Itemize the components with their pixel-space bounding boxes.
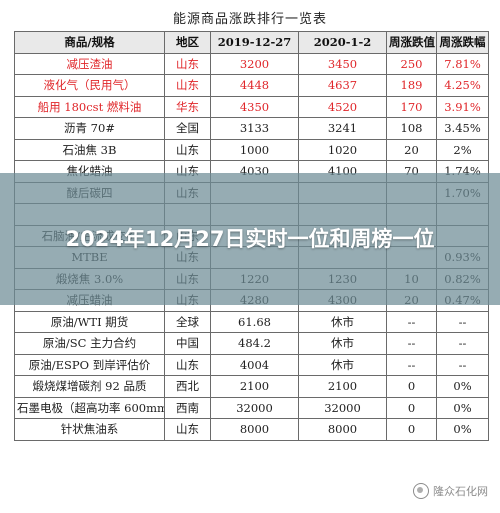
- cell-value-1: 8000: [210, 418, 299, 441]
- cell-change: 189: [386, 74, 437, 97]
- cell-value-2: 8000: [298, 418, 387, 441]
- cell-region: 山东: [164, 418, 211, 441]
- table-row: 液化气（民用气） 山东 4448 4637 189 4.25%: [14, 74, 489, 97]
- cell-region: 山东: [164, 138, 211, 161]
- cell-change: 250: [386, 52, 437, 75]
- header-product: 商品/规格: [14, 31, 165, 54]
- cell-change: --: [386, 353, 437, 376]
- cell-region: 山东: [164, 52, 211, 75]
- cell-change: 0: [386, 375, 437, 398]
- cell-product: 液化气（民用气）: [14, 74, 165, 97]
- cell-value-2: 3450: [298, 52, 387, 75]
- cell-region: 华东: [164, 95, 211, 118]
- cell-change: 108: [386, 117, 437, 140]
- cell-percent: 4.25%: [436, 74, 489, 97]
- table-row: 针状焦油系 山东 8000 8000 0 0%: [14, 418, 489, 441]
- cell-value-1: 4350: [210, 95, 299, 118]
- cell-value-1: 4448: [210, 74, 299, 97]
- table-row: 船用 180cst 燃料油 华东 4350 4520 170 3.91%: [14, 95, 489, 118]
- cell-value-2: 3241: [298, 117, 387, 140]
- cell-percent: --: [436, 310, 489, 333]
- cell-value-1: 4004: [210, 353, 299, 376]
- wechat-icon: [413, 483, 429, 499]
- cell-value-1: 3133: [210, 117, 299, 140]
- cell-value-1: 1000: [210, 138, 299, 161]
- cell-percent: 3.91%: [436, 95, 489, 118]
- cell-product: 沥青 70#: [14, 117, 165, 140]
- cell-percent: --: [436, 353, 489, 376]
- overlay-banner: 2024年12月27日实时一位和周榜一位: [0, 173, 500, 305]
- table-row: 原油/WTI 期货 全球 61.68 休市 -- --: [14, 310, 489, 333]
- cell-region: 全国: [164, 117, 211, 140]
- cell-product: 石墨电极（超高功率 600mm）: [14, 396, 165, 419]
- cell-product: 船用 180cst 燃料油: [14, 95, 165, 118]
- cell-change: 0: [386, 418, 437, 441]
- cell-region: 西北: [164, 375, 211, 398]
- table-row: 原油/SC 主力合约 中国 484.2 休市 -- --: [14, 332, 489, 355]
- cell-value-2: 休市: [298, 332, 387, 355]
- cell-value-2: 32000: [298, 396, 387, 419]
- cell-percent: 2%: [436, 138, 489, 161]
- cell-percent: 0%: [436, 375, 489, 398]
- cell-value-1: 32000: [210, 396, 299, 419]
- cell-value-2: 休市: [298, 310, 387, 333]
- cell-value-1: 484.2: [210, 332, 299, 355]
- table-row: 石油焦 3B 山东 1000 1020 20 2%: [14, 138, 489, 161]
- cell-change: --: [386, 310, 437, 333]
- cell-percent: --: [436, 332, 489, 355]
- cell-change: 170: [386, 95, 437, 118]
- cell-region: 西南: [164, 396, 211, 419]
- cell-region: 山东: [164, 74, 211, 97]
- watermark: 隆众石化网: [413, 483, 488, 499]
- table-title: 能源商品涨跌排行一览表: [172, 12, 327, 27]
- cell-value-1: 3200: [210, 52, 299, 75]
- cell-change: 20: [386, 138, 437, 161]
- cell-change: --: [386, 332, 437, 355]
- header-date-1: 2019-12-27: [210, 31, 299, 54]
- cell-product: 石油焦 3B: [14, 138, 165, 161]
- cell-region: 山东: [164, 353, 211, 376]
- table-row: 石墨电极（超高功率 600mm） 西南 32000 32000 0 0%: [14, 396, 489, 419]
- cell-change: 0: [386, 396, 437, 419]
- cell-value-1: 2100: [210, 375, 299, 398]
- cell-value-2: 4520: [298, 95, 387, 118]
- cell-percent: 0%: [436, 396, 489, 419]
- cell-region: 中国: [164, 332, 211, 355]
- table-row: 减压渣油 山东 3200 3450 250 7.81%: [14, 52, 489, 75]
- cell-product: 原油/WTI 期货: [14, 310, 165, 333]
- watermark-text: 隆众石化网: [433, 485, 488, 498]
- header-percent: 周涨跌幅: [436, 31, 489, 54]
- cell-value-2: 4637: [298, 74, 387, 97]
- cell-percent: 0%: [436, 418, 489, 441]
- cell-percent: 3.45%: [436, 117, 489, 140]
- header-row: 商品/规格 地区 2019-12-27 2020-1-2 周涨跌值 周涨跌幅: [14, 31, 489, 54]
- banner-text: 2024年12月27日实时一位和周榜一位: [65, 226, 435, 251]
- header-date-2: 2020-1-2: [298, 31, 387, 54]
- cell-product: 针状焦油系: [14, 418, 165, 441]
- table-row: 煅烧煤增碳剂 92 品质 西北 2100 2100 0 0%: [14, 375, 489, 398]
- cell-product: 原油/ESPO 到岸评估价: [14, 353, 165, 376]
- header-region: 地区: [164, 31, 211, 54]
- cell-region: 全球: [164, 310, 211, 333]
- cell-product: 煅烧煤增碳剂 92 品质: [14, 375, 165, 398]
- table-row: 沥青 70# 全国 3133 3241 108 3.45%: [14, 117, 489, 140]
- cell-value-1: 61.68: [210, 310, 299, 333]
- cell-value-2: 1020: [298, 138, 387, 161]
- cell-value-2: 休市: [298, 353, 387, 376]
- cell-percent: 7.81%: [436, 52, 489, 75]
- cell-product: 减压渣油: [14, 52, 165, 75]
- cell-product: 原油/SC 主力合约: [14, 332, 165, 355]
- table-row: 原油/ESPO 到岸评估价 山东 4004 休市 -- --: [14, 353, 489, 376]
- header-change: 周涨跌值: [386, 31, 437, 54]
- cell-value-2: 2100: [298, 375, 387, 398]
